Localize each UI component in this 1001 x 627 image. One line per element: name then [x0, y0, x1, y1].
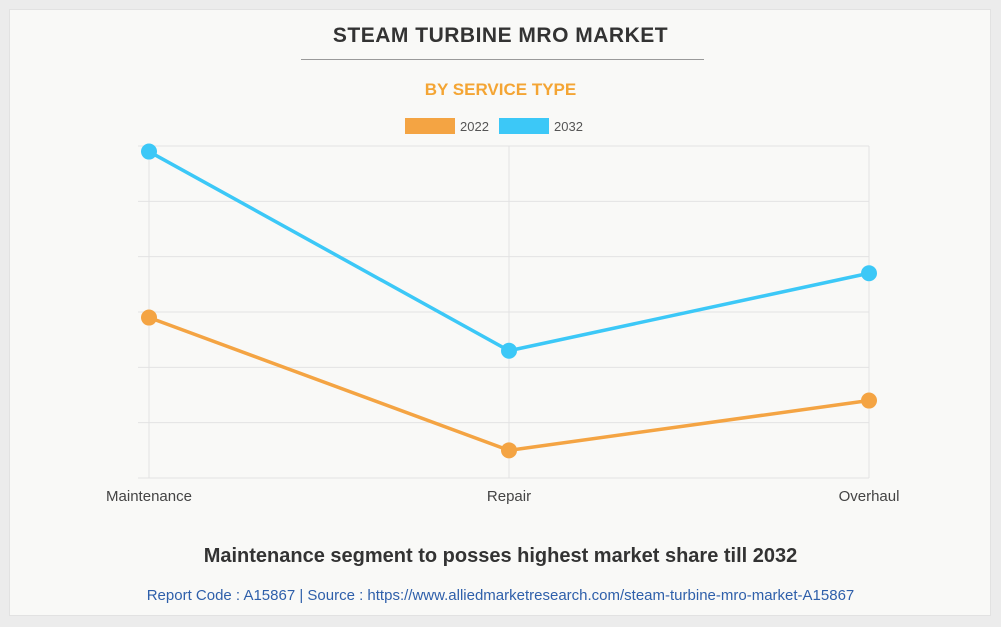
data-point-2022[interactable] [501, 442, 517, 459]
chart-subtitle: BY SERVICE TYPE [424, 80, 577, 99]
series-points [141, 143, 877, 459]
source-line[interactable]: Report Code : A15867 | Source : https://… [146, 587, 855, 604]
legend-swatch-2022 [405, 118, 455, 134]
legend-label-2032: 2032 [554, 119, 583, 134]
chart-legend: 2022 2032 [405, 118, 583, 134]
data-point-2022[interactable] [861, 392, 877, 409]
legend-label-2022: 2022 [460, 119, 489, 134]
chart-title: STEAM TURBINE MRO MARKET [332, 24, 669, 47]
x-tick-label: Maintenance [106, 488, 192, 505]
data-point-2032[interactable] [501, 342, 517, 359]
chart-caption: Maintenance segment to posses highest ma… [203, 545, 798, 567]
chart-grid [138, 145, 870, 479]
x-tick-label: Repair [487, 488, 531, 505]
data-point-2022[interactable] [141, 309, 157, 326]
title-divider [301, 59, 704, 60]
x-tick-label: Overhaul [839, 488, 900, 505]
x-axis-labels: Maintenance Repair Overhaul [106, 488, 899, 505]
data-point-2032[interactable] [141, 143, 157, 160]
data-point-2032[interactable] [861, 265, 877, 282]
legend-swatch-2032 [499, 118, 549, 134]
